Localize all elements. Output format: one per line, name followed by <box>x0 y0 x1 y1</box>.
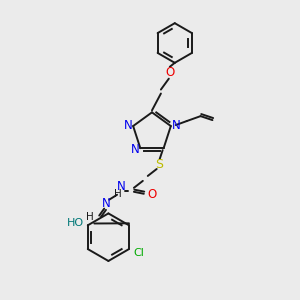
Text: H: H <box>86 212 94 222</box>
Text: N: N <box>131 143 140 156</box>
Text: S: S <box>155 158 163 170</box>
Text: N: N <box>124 118 133 132</box>
Text: O: O <box>147 188 156 201</box>
Text: HO: HO <box>67 218 85 228</box>
Text: N: N <box>171 118 180 132</box>
Text: Cl: Cl <box>134 248 144 258</box>
Text: O: O <box>165 66 174 79</box>
Text: N: N <box>117 180 125 193</box>
Text: H: H <box>114 189 122 199</box>
Text: N: N <box>102 197 110 210</box>
